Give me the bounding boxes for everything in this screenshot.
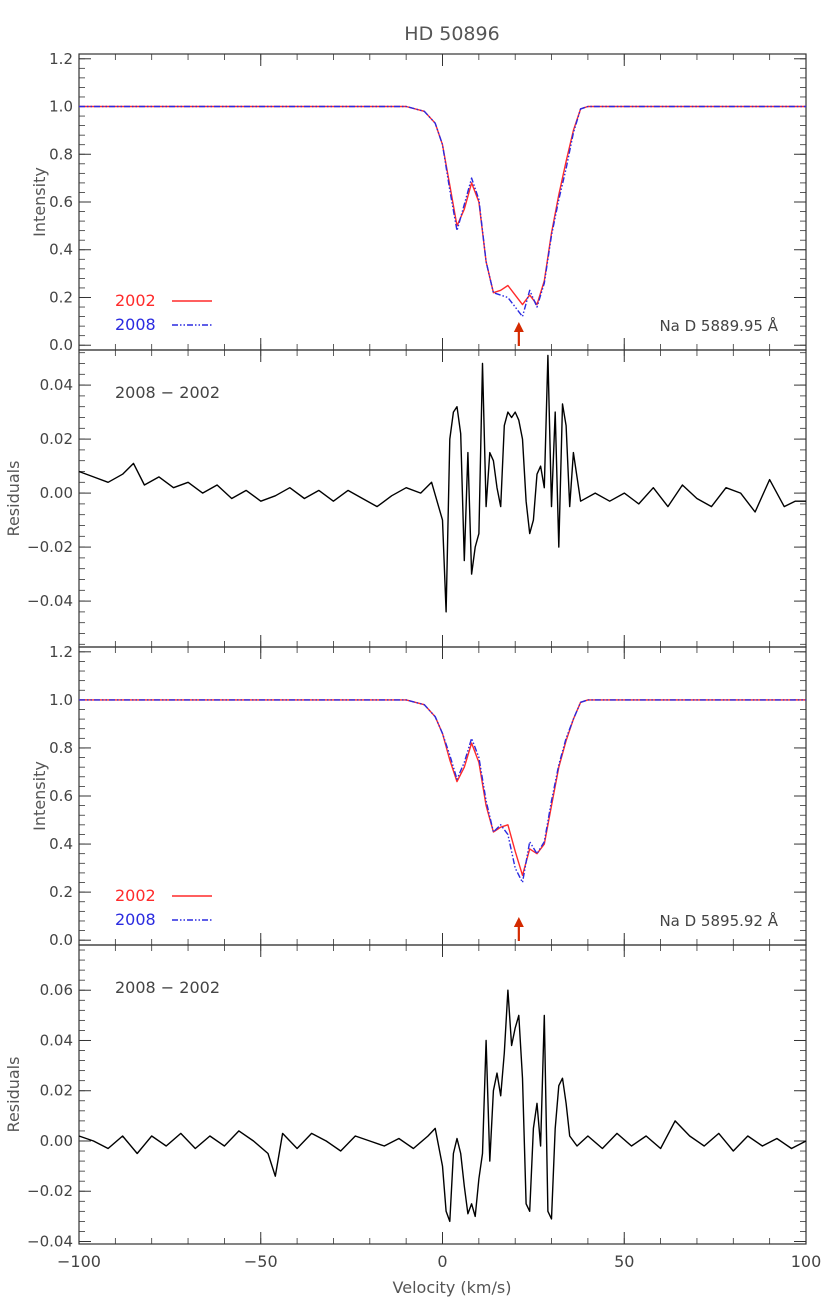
y-tick-label: −0.02 (27, 538, 73, 556)
y-tick-label: −0.02 (27, 1182, 73, 1200)
y-tick-label: 0.6 (49, 193, 73, 211)
x-axis-label: Velocity (km/s) (393, 1278, 512, 1297)
y-tick-label: 0.2 (49, 288, 73, 306)
x-tick-label: 50 (614, 1252, 634, 1271)
figure-title: HD 50896 (404, 23, 499, 45)
series-line-2002 (79, 699, 806, 876)
y-tick-label: −0.04 (27, 1232, 73, 1250)
panel-annotation: Na D 5889.95 Å (659, 316, 778, 335)
x-tick-label: 0 (437, 1252, 447, 1271)
panels-group: 0.0 0.2 0.4 0.6 0.8 1.0 1.2 Intensity Na D 5889.… (4, 50, 821, 1271)
y-tick-label: 0.8 (49, 145, 73, 163)
y-tick-label: 0.04 (40, 1031, 73, 1049)
panel-annotation: Na D 5895.92 Å (659, 911, 778, 930)
x-tick-label: 100 (791, 1252, 822, 1271)
arrow-head (513, 917, 524, 927)
y-tick-label: 0.02 (40, 430, 73, 448)
y-tick-label: 0.0 (49, 336, 73, 354)
y-tick-label: 0.0 (49, 931, 73, 949)
series-line-2002 (79, 105, 806, 306)
legend-label-2002: 2002 (115, 291, 156, 310)
y-tick-label: 0.6 (49, 787, 73, 805)
panel-2: −0.04 −0.02 0.00 0.02 0.04 Residuals 2008 − 20… (4, 349, 807, 648)
y-tick-label: 1.0 (49, 691, 73, 709)
panel-frame (78, 646, 807, 946)
panel-annotation: 2008 − 2002 (115, 383, 220, 402)
series-line-2008-2002 (78, 989, 807, 1223)
series-line-2008-2002 (78, 354, 806, 613)
series-line-2008 (79, 699, 806, 884)
y-axis-label: Residuals (4, 1057, 23, 1133)
y-tick-label: 0.00 (40, 484, 73, 502)
y-axis-label: Intensity (30, 167, 49, 237)
arrow-head (513, 322, 524, 332)
panel-1: 0.0 0.2 0.4 0.6 0.8 1.0 1.2 Intensity Na D 5889.… (30, 50, 807, 354)
y-tick-label: 0.8 (49, 739, 73, 757)
legend-label-2008: 2008 (115, 910, 156, 929)
y-tick-label: −0.04 (27, 592, 73, 610)
panel-annotation: 2008 − 2002 (115, 978, 220, 997)
x-tick-label: −50 (244, 1252, 278, 1271)
legend-label-2002: 2002 (115, 886, 156, 905)
y-tick-label: 0.02 (40, 1082, 73, 1100)
y-tick-label: 0.06 (40, 981, 73, 999)
y-tick-label: 1.0 (49, 98, 73, 116)
y-axis-label: Residuals (4, 461, 23, 537)
panel-3: 0.0 0.2 0.4 0.6 0.8 1.0 1.2 Intensity Na D 5895.… (30, 643, 807, 949)
y-axis-label: Intensity (30, 761, 49, 831)
panel-4: −0.04 −0.02 0.00 0.02 0.04 0.06 Residuals 2008 … (4, 944, 822, 1271)
y-tick-label: 1.2 (49, 643, 73, 661)
y-tick-label: 0.04 (40, 376, 73, 394)
legend-label-2008: 2008 (115, 315, 156, 334)
y-tick-label: 1.2 (49, 50, 73, 68)
y-tick-label: 0.4 (49, 241, 73, 259)
y-tick-label: 0.4 (49, 835, 73, 853)
panel-frame (78, 53, 807, 351)
x-tick-label: −100 (57, 1252, 101, 1271)
y-tick-label: 0.2 (49, 883, 73, 901)
series-line-2008 (79, 105, 806, 318)
y-tick-label: 0.00 (40, 1132, 73, 1150)
